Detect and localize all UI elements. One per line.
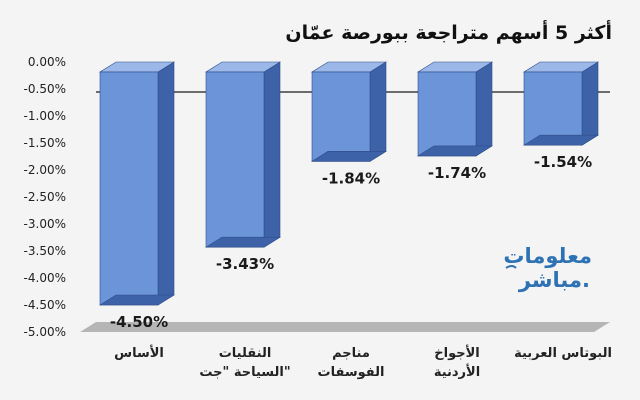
data-label: -1.54% (534, 153, 592, 171)
bar (100, 62, 174, 305)
data-label: -1.84% (322, 169, 380, 187)
bar-front (524, 72, 582, 145)
brand-name-2: مباشر. (518, 268, 590, 292)
bar-front (206, 72, 264, 247)
bar-side (370, 62, 386, 161)
x-tick-label: البوتاس العربية (514, 346, 612, 361)
y-tick-label: -1.00% (24, 109, 66, 123)
bar-side (476, 62, 492, 156)
bar-side (158, 62, 174, 305)
x-tick-label: الأساس (114, 344, 164, 361)
brand-name: معلومات (503, 244, 592, 268)
y-tick-label: -0.50% (24, 82, 66, 96)
data-label: -1.74% (428, 164, 486, 182)
bar-front (100, 72, 158, 305)
x-tick-label: مناجم (332, 346, 370, 361)
y-tick-label: -3.00% (24, 217, 66, 231)
x-tick-label: النقليات (219, 346, 272, 361)
bar-front (312, 72, 370, 161)
bar (312, 62, 386, 161)
bar (524, 62, 598, 145)
bar-side (264, 62, 280, 247)
x-tick-label: السياحة "جت" (199, 365, 290, 380)
y-tick-label: 0.00% (28, 55, 66, 69)
x-tick-label: الأجواخ (434, 344, 479, 361)
data-label: -3.43% (216, 255, 274, 273)
y-tick-label: -1.50% (24, 136, 66, 150)
y-tick-label: -4.50% (24, 298, 66, 312)
y-tick-label: -5.00% (24, 325, 66, 339)
y-tick-label: -3.50% (24, 244, 66, 258)
y-tick-label: -2.00% (24, 163, 66, 177)
y-tick-label: -4.00% (24, 271, 66, 285)
data-label: -4.50% (110, 313, 168, 331)
bar-front (418, 72, 476, 156)
bar (206, 62, 280, 247)
x-tick-label: الأردنية (434, 363, 480, 380)
bar-side (582, 62, 598, 145)
brand-logo: معلومات مباشر. (503, 244, 592, 292)
x-tick-label: الفوسفات (318, 365, 385, 380)
bar (418, 62, 492, 156)
y-tick-label: -2.50% (24, 190, 66, 204)
chart-title: أكثر 5 أسهم متراجعة ببورصة عمّان (285, 20, 612, 44)
